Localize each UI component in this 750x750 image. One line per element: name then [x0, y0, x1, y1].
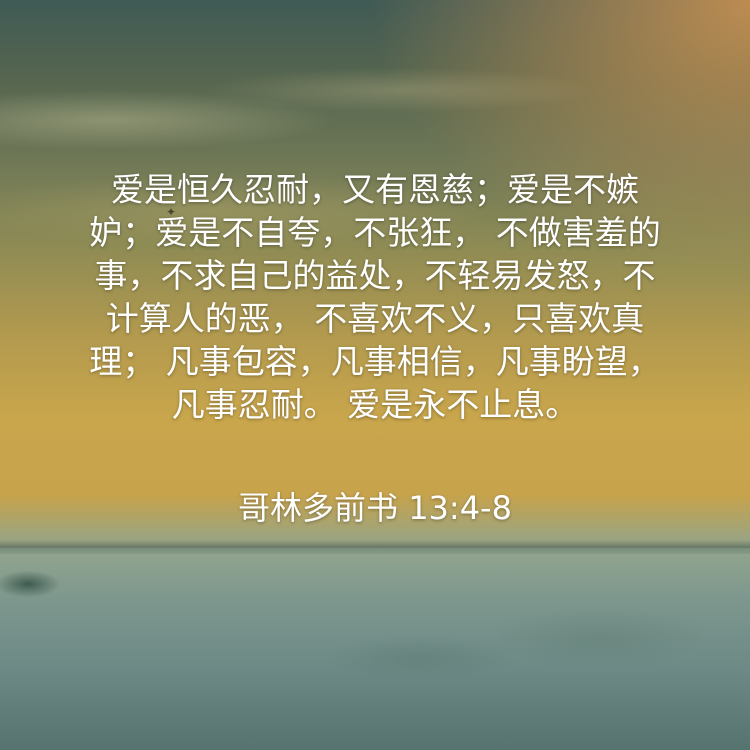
verse-text: 爱是恒久忍耐，又有恩慈；爱是不嫉 妒；爱是不自夸，不张狂， 不做害羞的 事，不求… [40, 168, 710, 426]
verse-reference: 哥林多前书 13:4-8 [238, 489, 512, 527]
misty-field [0, 548, 750, 750]
verse-line: 事，不求自己的益处，不轻易发怒，不 [94, 256, 656, 295]
verse-line: 爱是恒久忍耐，又有恩慈；爱是不嫉 [111, 170, 639, 209]
verse-line: 理； 凡事包容，凡事相信，凡事盼望， [89, 342, 661, 381]
verse-line: 妒；爱是不自夸，不张狂， 不做害羞的 [89, 213, 661, 252]
bird-icon: ✦ [166, 205, 177, 219]
verse-line: 凡事忍耐。 爱是永不止息。 [171, 385, 579, 424]
tree-cluster [0, 566, 70, 602]
verse-line: 计算人的恶， 不喜欢不义，只喜欢真 [105, 299, 645, 338]
